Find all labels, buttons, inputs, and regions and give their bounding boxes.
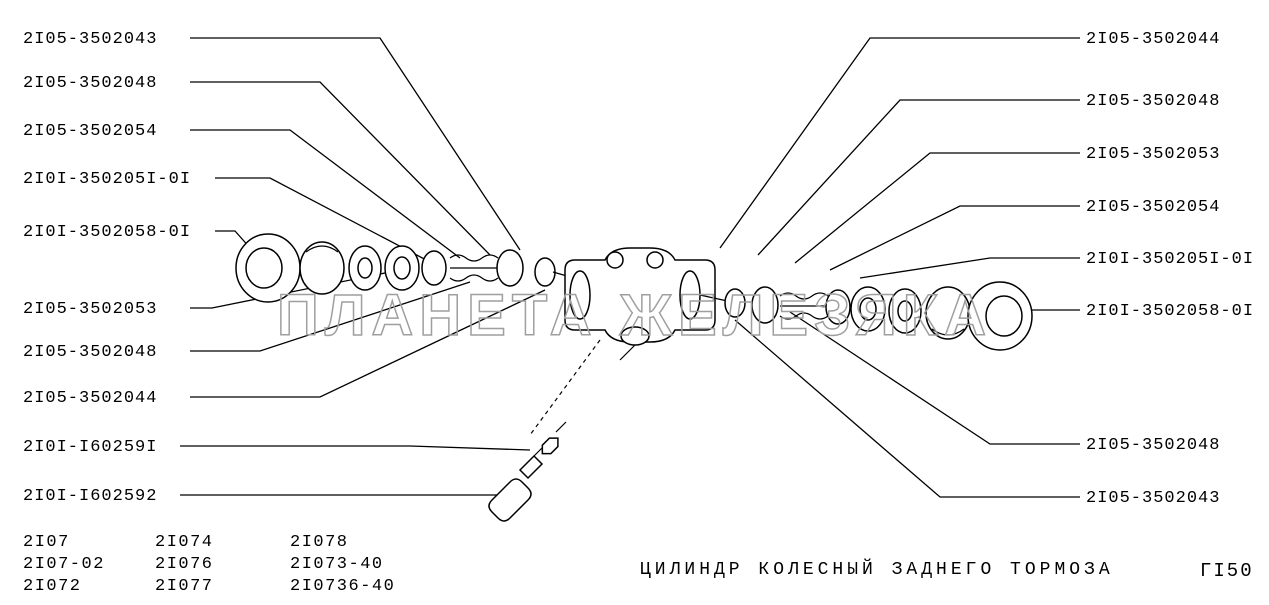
diagram-canvas: [0, 0, 1269, 605]
callout-right-4: 2I0I-350205I-0I: [1086, 250, 1254, 269]
callout-left-8: 2I0I-I60259I: [23, 438, 157, 457]
diagram-title: ЦИЛИНДР КОЛЕСНЫЙ ЗАДНЕГО ТОРМОЗА: [640, 560, 1114, 580]
callout-left-0: 2I05-3502043: [23, 30, 157, 49]
callout-left-4: 2I0I-3502058-0I: [23, 223, 191, 242]
model-col3-0: 2I078: [290, 533, 349, 552]
callout-left-7: 2I05-3502044: [23, 389, 157, 408]
model-col2-1: 2I076: [155, 555, 214, 574]
callout-right-5: 2I0I-3502058-0I: [1086, 302, 1254, 321]
model-col3-2: 2I0736-40: [290, 577, 395, 596]
left-stack: [236, 234, 588, 302]
bleed-valve: [489, 422, 566, 521]
callout-left-1: 2I05-3502048: [23, 74, 157, 93]
callout-left-6: 2I05-3502048: [23, 343, 157, 362]
model-col1-2: 2I072: [23, 577, 82, 596]
callout-right-1: 2I05-3502048: [1086, 92, 1220, 111]
cylinder-body: [565, 248, 715, 360]
right-stack: [700, 282, 1032, 350]
callout-right-2: 2I05-3502053: [1086, 145, 1220, 164]
bleed-valve-dash: [530, 340, 600, 435]
model-col1-1: 2I07-02: [23, 555, 105, 574]
callout-left-5: 2I05-3502053: [23, 300, 157, 319]
callout-right-6: 2I05-3502048: [1086, 436, 1220, 455]
callout-left-9: 2I0I-I602592: [23, 487, 157, 506]
model-col3-1: 2I073-40: [290, 555, 384, 574]
model-col1-0: 2I07: [23, 533, 70, 552]
callout-right-7: 2I05-3502043: [1086, 489, 1220, 508]
leaders-right: [720, 38, 1080, 497]
callout-right-3: 2I05-3502054: [1086, 198, 1220, 217]
model-col2-2: 2I077: [155, 577, 214, 596]
sheet-id: ГI50: [1200, 560, 1254, 582]
callout-left-2: 2I05-3502054: [23, 122, 157, 141]
callout-right-0: 2I05-3502044: [1086, 30, 1220, 49]
model-col2-0: 2I074: [155, 533, 214, 552]
callout-left-3: 2I0I-350205I-0I: [23, 170, 191, 189]
